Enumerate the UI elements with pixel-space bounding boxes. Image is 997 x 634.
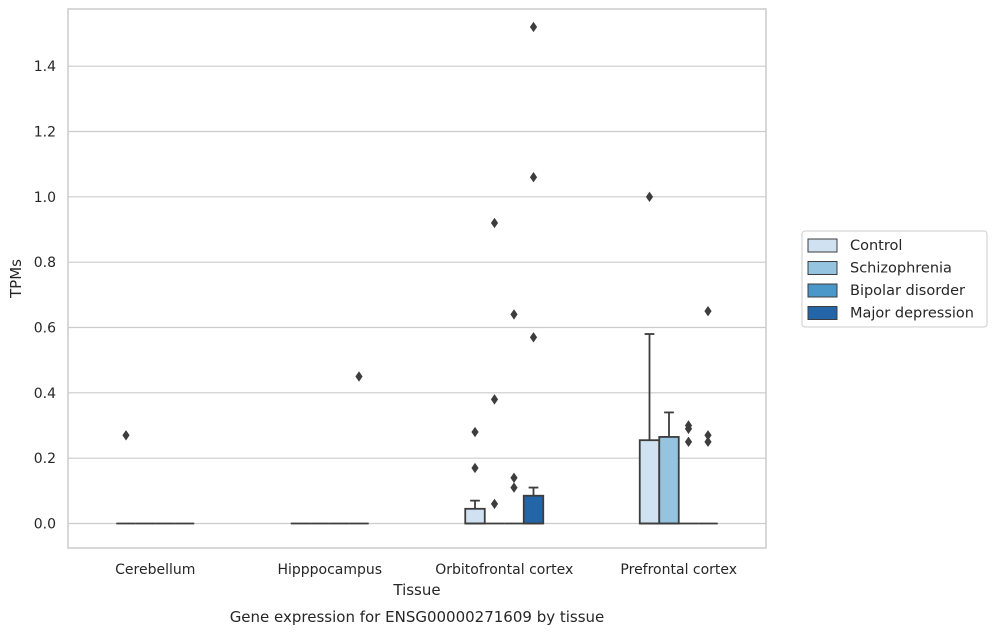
outlier-point: [704, 305, 712, 317]
outlier-point: [510, 482, 518, 493]
outlier-point: [490, 217, 499, 229]
legend-label: Schizophrenia: [850, 261, 952, 277]
outlier-point: [645, 191, 654, 203]
legend-label: Bipolar disorder: [850, 283, 965, 299]
y-tick-label: 0.2: [34, 451, 56, 467]
box-3-0: [638, 333, 661, 525]
legend-swatch: [807, 261, 838, 275]
outlier-points: [122, 21, 712, 510]
outlier-point: [355, 371, 363, 382]
outlier-point: [490, 394, 499, 405]
outlier-point: [684, 436, 693, 448]
outlier-point: [704, 436, 712, 448]
outlier-point: [490, 498, 499, 510]
x-tick-label: Cerebellum: [115, 562, 195, 578]
x-tick-label: Orbitofrontal cortex: [435, 562, 573, 578]
legend-label: Control: [850, 238, 902, 254]
box-body: [522, 494, 545, 525]
y-tick-label: 1.4: [34, 59, 56, 75]
outlier-point: [510, 472, 518, 483]
outlier-point: [529, 21, 538, 33]
legend: Control Schizophrenia Bipolar disorder Majo…: [801, 230, 988, 328]
grid-lines: [68, 65, 766, 525]
legend-swatch: [807, 283, 838, 298]
y-tick-label: 0.4: [34, 386, 56, 402]
plot-frame: [67, 8, 767, 549]
box-body: [638, 439, 661, 525]
y-tick-label: 0.8: [34, 255, 56, 271]
y-tick-label: 0.0: [34, 517, 56, 533]
outlier-point: [704, 430, 712, 441]
y-tick-label: 1.2: [34, 125, 56, 141]
box-body: [658, 436, 680, 525]
legend-label: Major depression: [850, 306, 974, 322]
boxes: [116, 333, 718, 525]
y-tick-labels: 0.0 0.2 0.4 0.6 0.8 1.0 1.2 1.4: [34, 59, 56, 532]
outlier-point: [684, 420, 693, 431]
legend-swatch: [807, 306, 838, 320]
chart-caption: Gene expression for ENSG00000271609 by t…: [230, 608, 605, 626]
box-3-1: [658, 411, 680, 525]
outlier-point: [471, 426, 479, 438]
y-axis-label: TPMs: [7, 259, 25, 299]
y-tick-label: 0.6: [34, 321, 56, 337]
x-axis-label: Tissue: [392, 581, 440, 599]
outlier-point: [122, 430, 130, 441]
outlier-point: [529, 172, 538, 183]
x-tick-label: Prefrontal cortex: [620, 562, 737, 578]
box-2-0: [464, 499, 486, 525]
y-tick-label: 1.0: [34, 190, 56, 206]
outlier-point: [471, 462, 479, 474]
box-2-3: [522, 486, 545, 525]
x-tick-labels: Cerebellum Hipppocampus Orbitofrontal cort…: [115, 562, 737, 578]
legend-frame: [801, 230, 988, 328]
outlier-point: [529, 332, 538, 343]
box-body: [464, 507, 486, 525]
legend-swatch: [807, 238, 838, 253]
outlier-point: [510, 309, 518, 320]
x-tick-label: Hipppocampus: [277, 562, 382, 578]
